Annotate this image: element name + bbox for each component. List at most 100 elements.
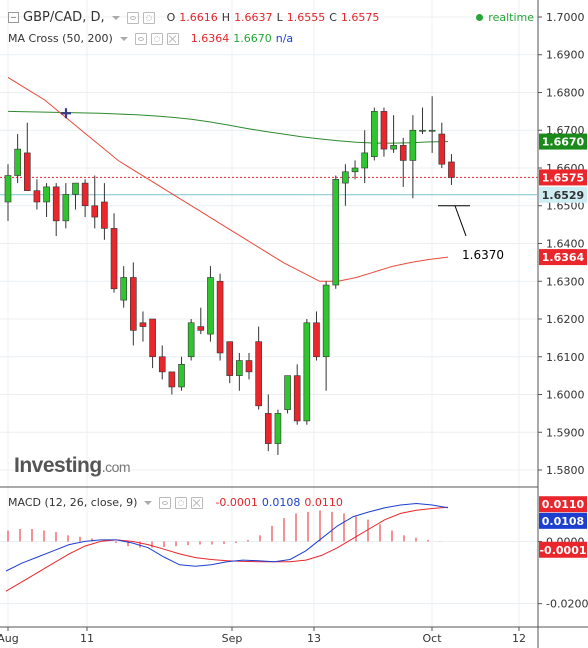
close-icon[interactable] — [191, 496, 204, 509]
candle-body — [303, 322, 311, 422]
ma-value-2: 1.6670 — [233, 32, 272, 45]
ma-value-1: 1.6364 — [190, 32, 230, 45]
macd-value-3: 0.0110 — [304, 496, 343, 509]
low-value: 1.6555 — [286, 11, 326, 24]
candle-body — [149, 318, 156, 358]
chevron-down-icon[interactable] — [119, 36, 128, 41]
low-label: L — [276, 11, 283, 24]
investing-logo: Investing.com — [14, 454, 131, 478]
candle-body — [139, 322, 147, 327]
x-tick-label: 12 — [512, 632, 526, 645]
y-tick-label: 1.6100 — [546, 351, 585, 364]
macd-series — [5, 502, 449, 592]
candle-body — [332, 179, 340, 286]
candle-body — [226, 341, 234, 376]
close-price-tag: 1.6575 — [542, 171, 584, 184]
candle-body — [52, 186, 60, 222]
candle-body — [351, 167, 359, 173]
realtime-label: realtime — [488, 11, 534, 24]
time-axis-ticks[interactable]: Aug 11 Sep 13 Oct 12 — [0, 627, 526, 645]
ma-value-3: n/a — [275, 32, 294, 45]
close-label: C — [329, 11, 337, 24]
open-label: O — [166, 11, 176, 24]
gear-icon[interactable] — [142, 11, 155, 24]
chevron-down-icon[interactable] — [144, 500, 153, 505]
candle-body — [101, 201, 108, 229]
annotation[interactable]: 1.6370 — [438, 205, 504, 262]
candle-body — [236, 360, 243, 376]
candle-body — [62, 194, 70, 222]
ma-label: MA Cross (50, 200) — [8, 32, 113, 45]
macd-value-1: -0.0001 — [215, 496, 258, 509]
y-tick-label: 1.6300 — [546, 275, 585, 288]
chevron-down-icon[interactable] — [111, 15, 120, 20]
candle-body — [409, 129, 417, 161]
x-tick-label: Aug — [0, 632, 19, 645]
candle-body — [168, 371, 176, 388]
candle-body — [120, 277, 127, 301]
macd-price-tag: 0.0108 — [542, 515, 584, 528]
candle-body — [197, 326, 205, 331]
candle-body — [264, 413, 272, 444]
y-tick-label: 1.6000 — [546, 389, 585, 402]
x-tick-label: Oct — [422, 632, 442, 645]
gear-icon[interactable] — [150, 32, 163, 45]
annotation-label: 1.6370 — [462, 248, 504, 262]
ma200-price-tag: 1.6670 — [542, 136, 585, 149]
candle-body — [255, 341, 262, 407]
hist-price-tag: -0.0001 — [539, 544, 586, 557]
x-tick-label: 11 — [80, 632, 94, 645]
candles[interactable] — [4, 96, 455, 455]
candle-body — [207, 277, 214, 335]
macd-grid — [0, 540, 538, 605]
eye-icon[interactable] — [134, 32, 147, 45]
signal-price-tag: 0.0110 — [542, 498, 585, 511]
open-value: 1.6616 — [179, 11, 218, 24]
ma50-price-tag: 1.6364 — [542, 251, 585, 264]
candle-body — [178, 364, 185, 388]
annotation-leader — [454, 205, 467, 237]
close-icon[interactable] — [166, 32, 179, 45]
collapse-icon[interactable] — [8, 12, 19, 23]
y-tick-label: 1.6500 — [546, 200, 585, 213]
candle-body — [130, 277, 137, 331]
candle-body — [91, 205, 99, 218]
y-tick-label: 1.7000 — [546, 11, 585, 24]
candle-body — [274, 413, 282, 444]
candle-body — [23, 152, 31, 191]
y-tick-label: 1.6200 — [546, 313, 585, 326]
candle-body — [4, 175, 12, 203]
candle-body — [81, 182, 89, 207]
candle-body — [216, 280, 224, 354]
ma50-price-tag-bg — [539, 249, 587, 266]
signal-line — [5, 506, 449, 592]
price-axis-ticks[interactable]: 1.5800 1.5900 1.6000 1.6100 1.6200 1.6300 1.64… — [538, 11, 585, 477]
candle-body — [43, 186, 50, 203]
candle-body — [419, 129, 426, 132]
y-tick-label: 1.6400 — [546, 238, 585, 251]
realtime-status: realtime — [476, 11, 534, 24]
candle-body — [342, 171, 349, 184]
main-legend: GBP/CAD, D, O 1.6616 H 1.6637 L 1.6555 C… — [8, 10, 379, 25]
candle-body — [187, 322, 195, 358]
ma-legend: MA Cross (50, 200) 1.6364 1.6670 n/a — [8, 32, 293, 45]
eye-icon[interactable] — [159, 496, 172, 509]
candle-body — [245, 360, 253, 373]
symbol-title: GBP/CAD, D, — [23, 10, 105, 25]
candle-body — [293, 375, 301, 422]
macd-price-tag-bg — [539, 512, 587, 529]
x-tick-label: 13 — [307, 632, 321, 645]
candle-body — [390, 145, 397, 150]
y-tick-label: 1.6900 — [546, 49, 585, 62]
macd-line — [5, 502, 449, 572]
price-lines — [0, 176, 538, 196]
candle-body — [399, 145, 407, 161]
close-price-tag-bg — [539, 169, 587, 186]
eye-icon[interactable] — [126, 11, 139, 24]
x-tick-label: Sep — [222, 632, 243, 645]
gear-icon[interactable] — [175, 496, 188, 509]
ma-lines — [7, 76, 449, 282]
candle-body — [448, 161, 455, 178]
candle-body — [322, 284, 330, 358]
support-price-tag: 1.6529 — [542, 189, 584, 202]
